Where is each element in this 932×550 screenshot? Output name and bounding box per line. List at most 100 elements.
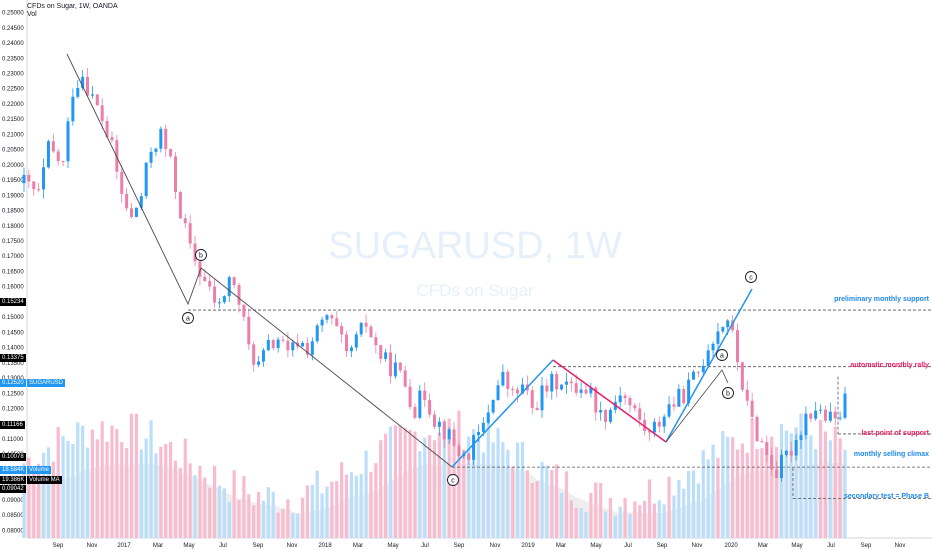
volume-bar — [27, 457, 31, 538]
volume-bar — [770, 436, 774, 538]
volume-bar — [276, 512, 280, 538]
volume-bar — [291, 512, 295, 538]
candle-body — [506, 371, 510, 389]
volume-bar — [716, 457, 720, 538]
candle-body — [765, 442, 769, 456]
volume-bar — [354, 475, 358, 538]
volume-bar — [628, 514, 632, 538]
volume-bar — [418, 451, 422, 538]
y-tick-label: 0.16500 — [2, 269, 24, 275]
volume-bar — [364, 450, 368, 538]
volume-bar — [61, 436, 65, 538]
candle-body — [696, 371, 700, 373]
volume-bar — [726, 436, 730, 538]
volume-bar — [325, 486, 329, 538]
volume-bar — [530, 483, 534, 538]
y-tick-label: 0.18000 — [2, 224, 24, 230]
volume-bar — [618, 506, 622, 538]
x-tick-label: Sep — [454, 543, 465, 549]
price-tag: 0.10078 — [0, 453, 26, 461]
candle-body — [530, 390, 534, 408]
candle-body — [604, 410, 608, 422]
volume-bar — [467, 436, 471, 538]
candle-body — [775, 469, 779, 478]
volume-indicator-label: Vol — [27, 11, 37, 18]
volume-bar — [193, 475, 197, 538]
volume-bar — [804, 429, 808, 538]
volume-bar — [266, 487, 270, 538]
candle-body — [281, 339, 285, 341]
y-tick-label: 0.11000 — [2, 437, 24, 443]
y-tick-label: 0.08500 — [2, 513, 24, 519]
volume-bar — [706, 459, 710, 538]
volume-bar — [227, 501, 231, 538]
volume-bar — [559, 492, 564, 538]
candle-body — [692, 371, 696, 380]
candle-body — [61, 161, 65, 163]
volume-bar — [242, 476, 246, 538]
price-tag: 19.386K — [0, 476, 27, 484]
candle-body — [213, 286, 217, 303]
chart-title: CFDs on Sugar, 1W, OANDA — [27, 3, 118, 10]
candle-body — [476, 431, 480, 436]
candle-body — [452, 429, 456, 446]
candle-body — [217, 302, 221, 304]
volume-bar — [247, 494, 251, 538]
volume-bar — [511, 466, 515, 538]
x-tick-label: Nov — [692, 543, 703, 549]
volume-bar — [784, 430, 788, 538]
volume-bar — [491, 442, 495, 538]
candle-body — [779, 454, 783, 478]
wave-point-circle — [195, 249, 207, 261]
y-tick-label: 0.25000 — [2, 11, 24, 17]
volume-bar — [129, 413, 134, 538]
x-tick-label: Mar — [353, 543, 363, 549]
wave-point-circle — [716, 349, 728, 361]
volume-bar — [296, 513, 300, 538]
volume-bar — [838, 438, 842, 538]
volume-bar — [46, 447, 51, 538]
candle-body — [208, 281, 212, 287]
candle-body — [809, 413, 813, 419]
volume-bar — [413, 431, 417, 538]
candle-body — [662, 416, 666, 427]
candle-body — [203, 276, 207, 282]
volume-bar — [81, 425, 85, 538]
candle-body — [823, 409, 827, 421]
wave-point-circle — [745, 271, 757, 283]
x-tick-label: May — [183, 543, 194, 549]
volume-bar — [349, 472, 354, 538]
volume-bar — [359, 473, 363, 538]
volume-bar — [755, 448, 759, 538]
candle-body — [257, 361, 261, 365]
candle-body — [423, 390, 427, 401]
volume-bar — [217, 485, 222, 538]
volume-bar — [271, 491, 275, 538]
x-tick-label: Mar — [556, 543, 566, 549]
volume-bar — [164, 444, 168, 538]
volume-bar — [105, 441, 109, 538]
candle-body — [32, 181, 36, 190]
candle-body — [359, 322, 363, 335]
volume-bar — [721, 431, 725, 538]
candle-body — [447, 429, 451, 440]
volume-bar — [515, 442, 520, 538]
volume-bar — [315, 470, 319, 538]
x-tick-label: 2019 — [521, 543, 535, 549]
candle-body — [310, 341, 314, 355]
candle-body — [393, 362, 397, 377]
candle-body — [125, 193, 129, 209]
candle-body — [403, 370, 407, 387]
candle-body — [794, 440, 798, 456]
candle-body — [745, 389, 749, 401]
volume-bar — [823, 431, 828, 538]
candle-body — [648, 430, 652, 433]
volume-bar — [457, 410, 461, 538]
volume-bar — [589, 493, 593, 538]
candle-body — [589, 387, 593, 394]
volume-bar — [471, 429, 476, 538]
volume-bar — [388, 426, 393, 538]
candle-body — [555, 373, 559, 390]
candle-body — [628, 397, 632, 406]
